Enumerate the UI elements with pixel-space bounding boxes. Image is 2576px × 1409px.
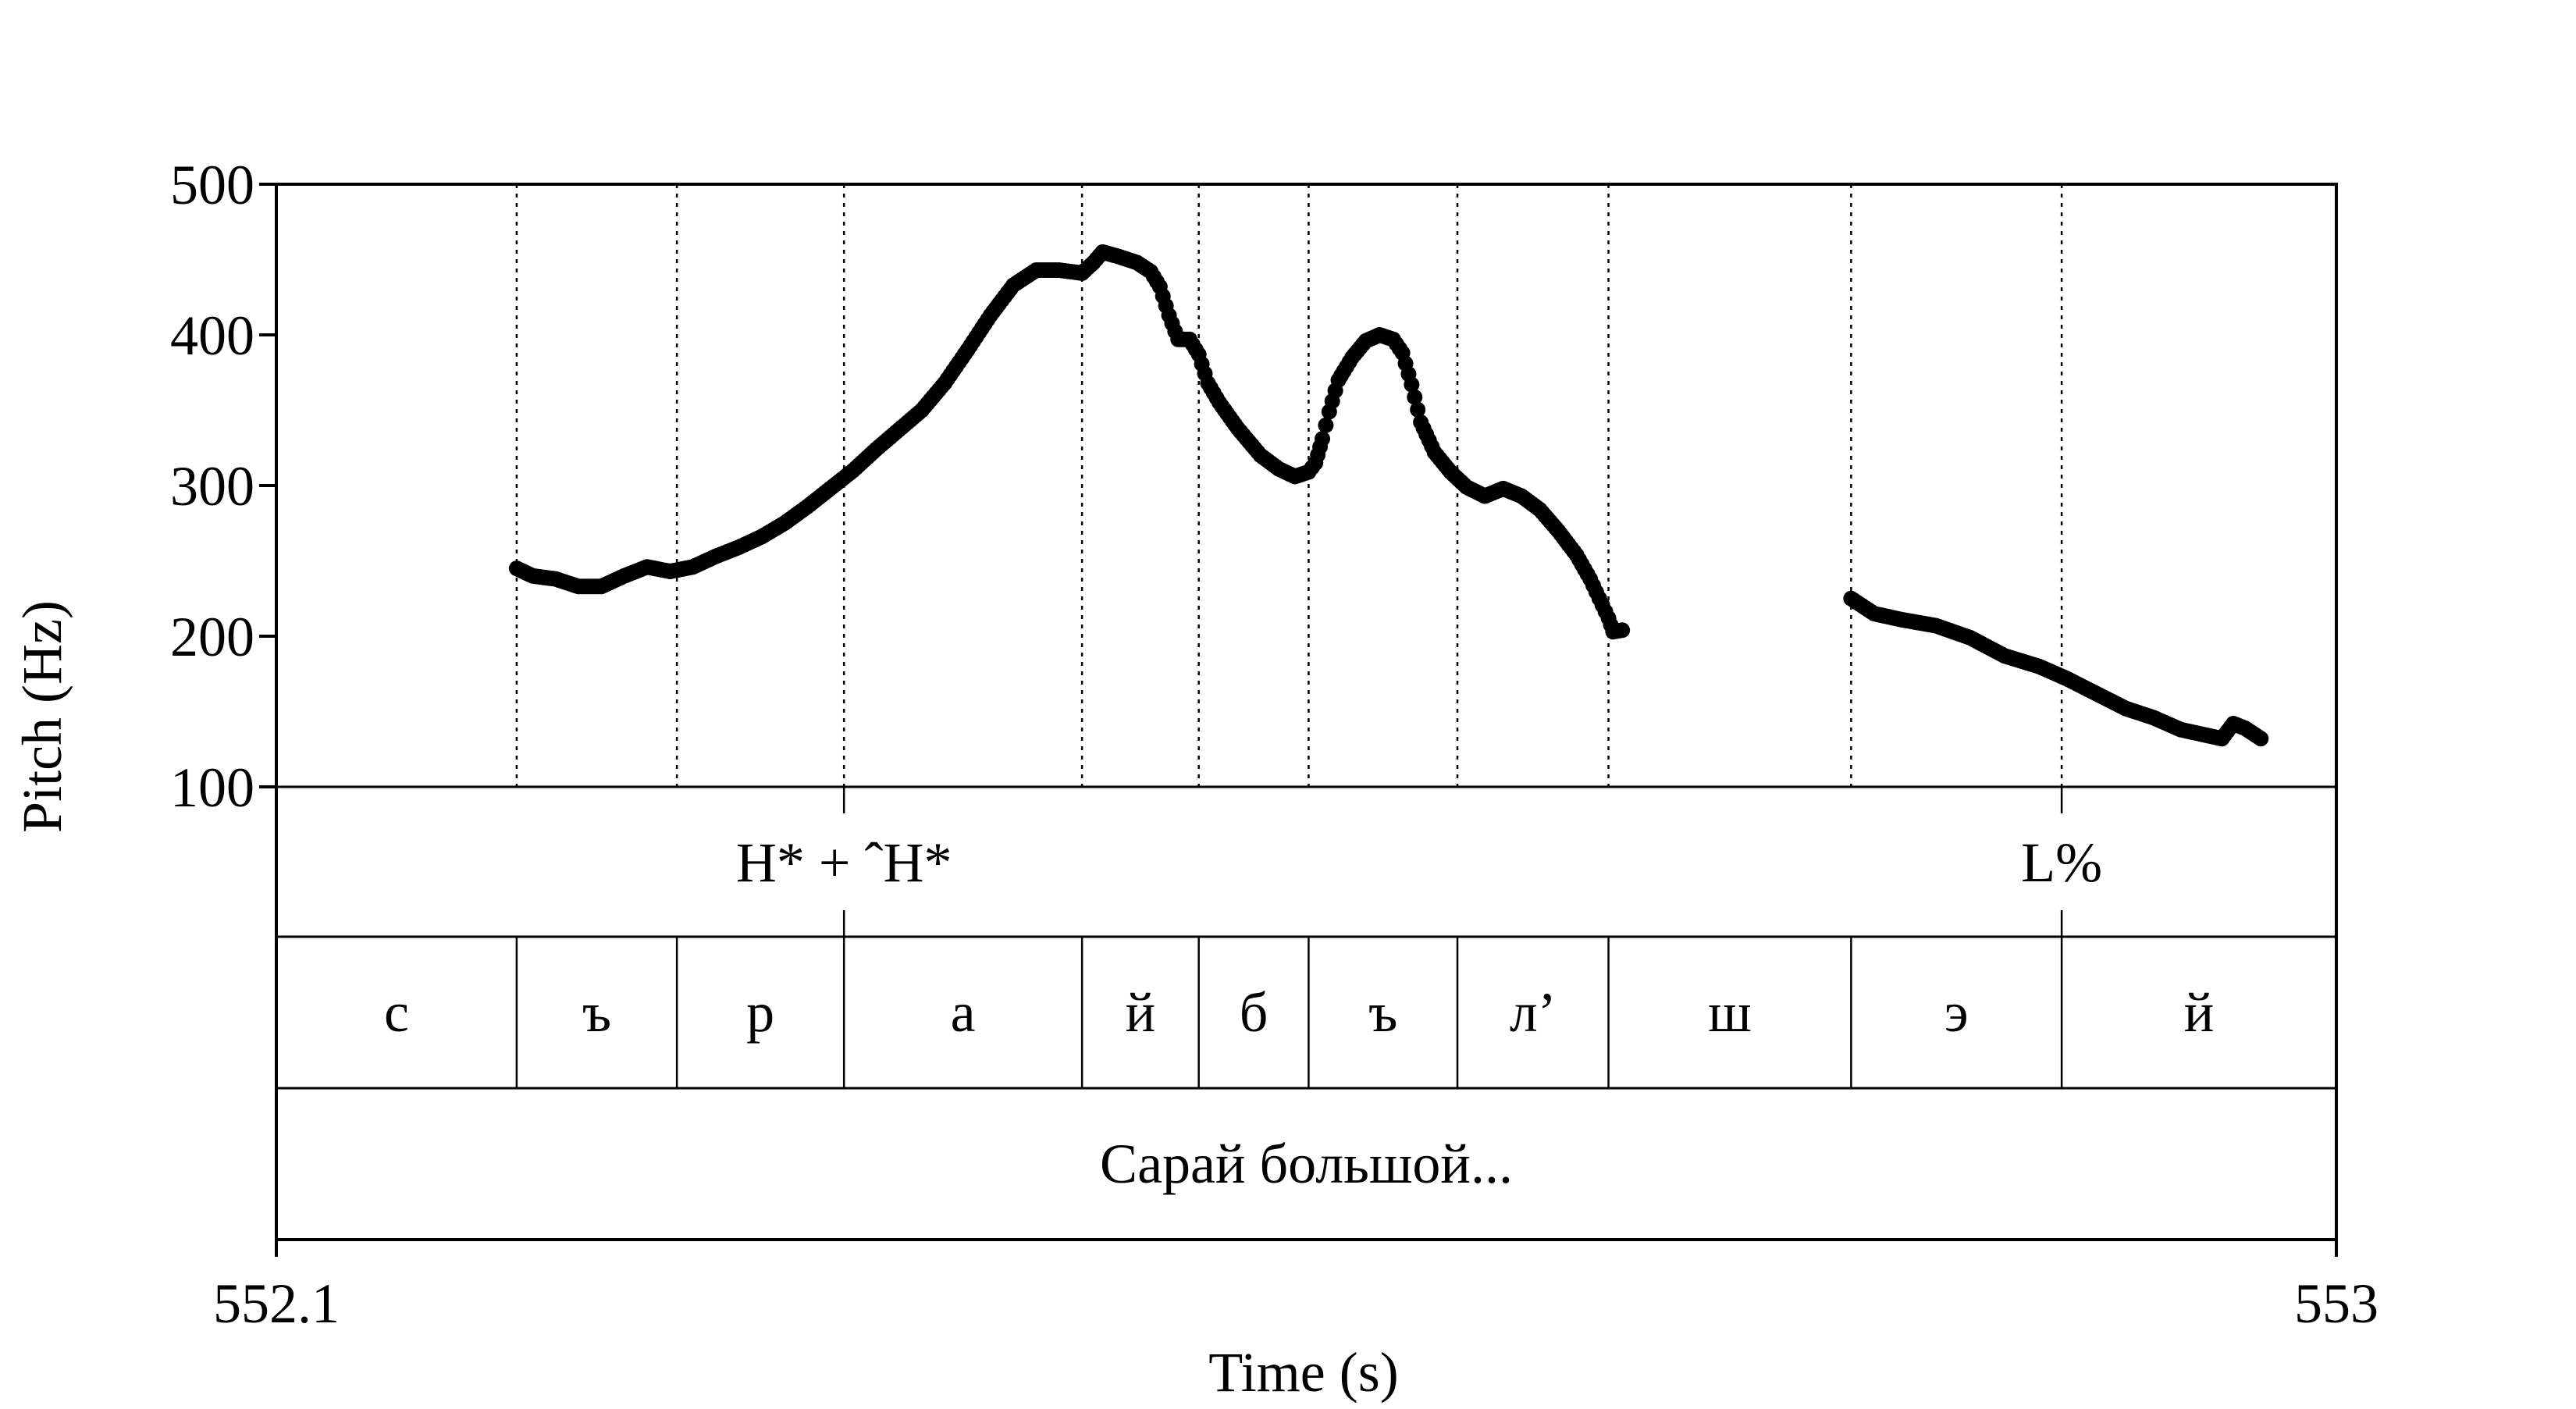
segment-label: ъ [1368,981,1397,1044]
x-axis: 552.1 553 [213,1240,2379,1335]
segment-label: р [746,981,774,1044]
x-axis-label: Time (s) [1208,1341,1398,1404]
pitch-point [1318,417,1334,433]
segment-label: э [1944,981,1969,1044]
y-tick-label: 300 [170,455,254,518]
segment-label: с [384,981,409,1044]
segment-boundaries [515,184,2063,1088]
tone-label: H* + ˆH* [736,831,952,894]
x-tick-label: 553 [2294,1272,2379,1335]
y-tick-label: 200 [170,606,254,668]
segment-label: ш [1708,981,1751,1044]
word-label: Сарай большой... [1100,1133,1513,1195]
segment-label: а [951,981,976,1044]
segment-label: л’ [1510,981,1557,1044]
pitch-point [1407,389,1423,405]
plot-frame [275,183,2338,1241]
pitch-point [1614,622,1631,639]
pitch-point [1315,431,1331,447]
tier-frame [275,183,2338,1241]
y-tick-label: 500 [170,154,254,216]
y-axis-label: Pitch (Hz) [11,600,73,833]
segment-tier: с ъ р а й б ъ л’ ш э й [384,981,2214,1044]
pitch-point [2253,731,2269,747]
segment-label: ъ [582,981,611,1044]
segment-label: й [1126,981,1156,1044]
tone-label: L% [2021,831,2102,894]
tone-tier: H* + ˆH* L% [736,831,2102,894]
x-tick-label: 552.1 [213,1272,340,1335]
segment-label: й [2184,981,2215,1044]
y-tick-label: 400 [170,304,254,367]
pitch-point [1404,376,1420,393]
segment-label: б [1240,981,1268,1044]
word-tier: Сарай большой... [1100,1133,1513,1195]
y-tick-label: 100 [170,756,254,819]
pitch-point [1410,401,1426,418]
y-axis: 100 200 300 400 500 [170,154,276,819]
pitch-points [508,244,2269,747]
